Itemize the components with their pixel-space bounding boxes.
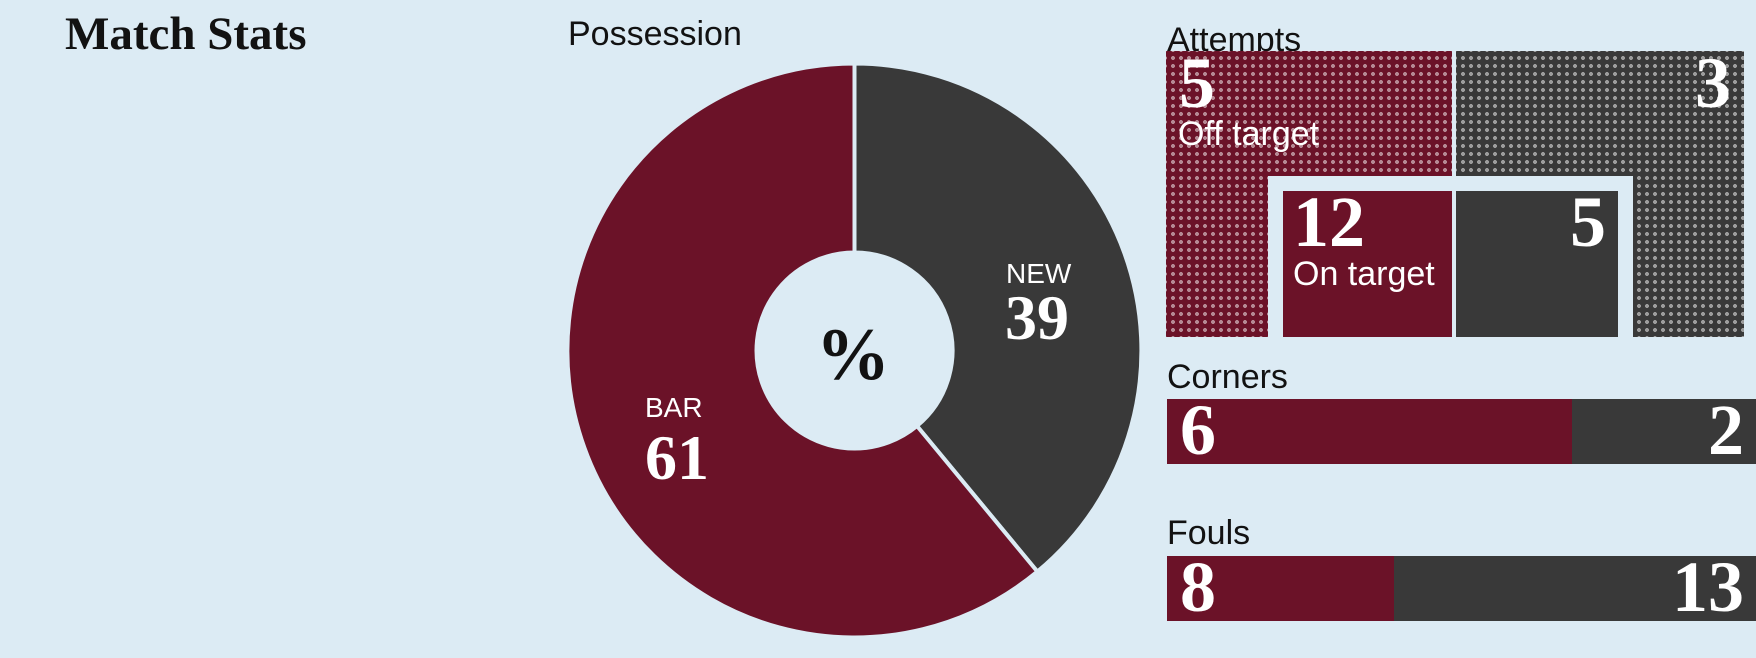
attempts-off-target-label: Off target [1178,115,1320,153]
fouls-away-bar: 13 [1394,551,1756,623]
home-possession-value: 61 [645,422,709,493]
away-team-code: NEW [1006,258,1072,289]
fouls-title: Fouls [1167,514,1251,552]
possession-title: Possession [568,15,742,53]
away-possession-value: 39 [1005,282,1069,353]
page-title: Match Stats [65,8,307,60]
fouls-home-bar: 8 [1167,551,1402,623]
attempts-on-target-frame: 12 On target 5 [1268,176,1633,337]
home-team-code: BAR [645,392,703,423]
corners-home-value: 6 [1180,389,1216,470]
attempts-off-target-home-value: 5 [1179,43,1215,123]
attempts-on-target-label: On target [1293,255,1435,293]
possession-slice-home [565,61,1040,640]
corners-title: Corners [1167,358,1288,396]
fouls-away-value: 13 [1672,546,1744,627]
attempts-on-target-home-value: 12 [1293,182,1365,262]
attempts-on-target-away-box: 5 [1456,186,1618,337]
corners-home-bar: 6 [1167,394,1580,466]
possession-donut [565,61,1144,640]
corners-away-value: 2 [1708,389,1744,470]
possession-center-symbol: % [816,314,890,396]
attempts-on-target-away-value: 5 [1570,182,1606,262]
possession-slice-away [852,61,1144,574]
corners-away-bar: 2 [1572,394,1756,466]
fouls-home-value: 8 [1180,546,1216,627]
attempts-off-target-away-value: 3 [1695,43,1731,123]
attempts-on-target-home-box: 12 On target [1283,186,1452,337]
